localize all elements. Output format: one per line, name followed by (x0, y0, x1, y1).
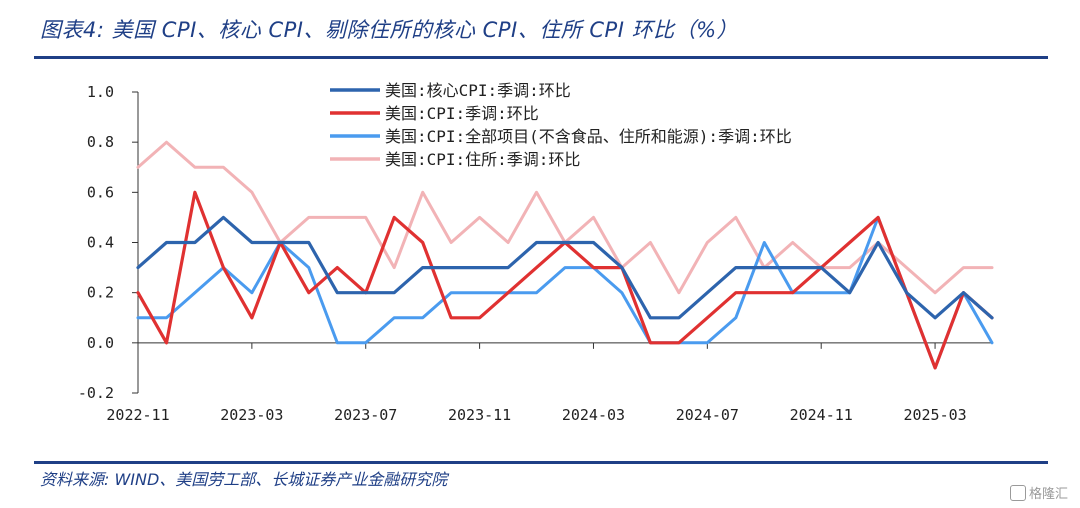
x-tick-label: 2023-11 (448, 406, 511, 424)
watermark: 格隆汇 (1009, 483, 1068, 502)
chart-legend: 美国:核心CPI:季调:环比美国:CPI:季调:环比美国:CPI:全部项目(不含… (330, 81, 792, 169)
y-tick-label: -0.2 (78, 384, 114, 402)
watermark-text: 格隆汇 (1028, 487, 1068, 502)
y-tick-label: 1.0 (87, 83, 114, 101)
y-tick-label: 0.2 (87, 284, 114, 302)
chart-series (136, 140, 994, 370)
legend-label-3: 美国:CPI:全部项目(不含食品、住所和能源):季调:环比 (385, 127, 792, 146)
x-tick-label: 2025-03 (903, 406, 966, 424)
y-tick-label: 0.4 (87, 234, 114, 252)
x-tick-label: 2022-11 (106, 406, 169, 424)
footer-rule (34, 461, 1048, 464)
x-tick-label: 2024-03 (562, 406, 625, 424)
chart-axes: 1.0 0.8 0.6 0.4 0.2 0.0 -0.2 2022-11 2023-03 2023… (78, 83, 992, 424)
legend-label-2: 美国:CPI:季调:环比 (385, 104, 539, 123)
series-line-1 (136, 215, 994, 320)
x-tick-label: 2024-07 (676, 406, 739, 424)
y-tick-label: 0.0 (87, 334, 114, 352)
watermark-logo-icon (1009, 485, 1026, 501)
y-tick-label: 0.8 (87, 133, 114, 151)
x-tick-label: 2023-03 (220, 406, 283, 424)
x-tick-label: 2024-11 (790, 406, 853, 424)
source-note: 资料来源: WIND、美国劳工部、长城证券产业金融研究院 (40, 470, 448, 489)
page-title: 图表4: 美国 CPI、核心 CPI、剔除住所的核心 CPI、住所 CPI 环比… (40, 18, 739, 42)
title-rule (34, 56, 1048, 59)
legend-label-4: 美国:CPI:住所:季调:环比 (385, 150, 580, 169)
legend-label-1: 美国:核心CPI:季调:环比 (385, 81, 571, 100)
x-tick-label: 2023-07 (334, 406, 397, 424)
y-tick-label: 0.6 (87, 183, 114, 201)
